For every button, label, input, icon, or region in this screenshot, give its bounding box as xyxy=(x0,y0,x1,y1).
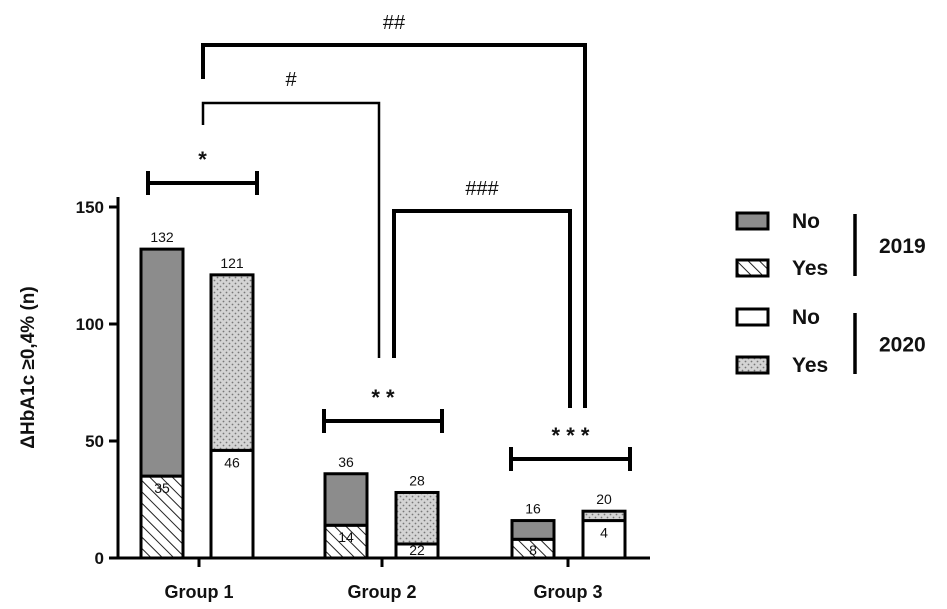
legend-swatch-2019-no xyxy=(735,211,770,231)
y-axis-label: ΔHbA1c ≥0,4% (n) xyxy=(18,286,39,448)
legend: No Yes 2019 No Yes 2020 xyxy=(735,210,926,377)
bar-yes-label: 35 xyxy=(154,480,170,496)
legend-swatch-2020-yes xyxy=(735,355,770,375)
bar-segment-2020-no xyxy=(209,448,255,560)
y-tick-label: 0 xyxy=(95,549,104,568)
legend-entry-label: Yes xyxy=(792,257,828,280)
legend-year-label: 2020 xyxy=(879,334,926,357)
legend-year-label: 2019 xyxy=(879,235,926,258)
x-category-label: Group 2 xyxy=(347,582,416,602)
between-group-label: # xyxy=(285,69,297,91)
bar-segment-2019-yes xyxy=(323,523,369,560)
bar-total-label: 16 xyxy=(525,501,541,517)
significance-label: * xyxy=(198,147,207,172)
bars: 132 35 121 46 36 14 28 22 16 8 20 4 xyxy=(139,229,627,560)
bar-segment-2020-yes xyxy=(209,273,255,452)
bar-inner-label: 22 xyxy=(409,542,425,558)
significance-label: * * * xyxy=(552,423,590,448)
significance-label: * * xyxy=(371,385,395,410)
between-group-label: ## xyxy=(383,12,406,34)
bar-segment-2019-no xyxy=(139,247,185,478)
legend-swatch-2020-no xyxy=(735,307,770,327)
axes: 0 50 100 150 Group 1 Group 2 Group 3 ΔHbA1c ≥0,… xyxy=(18,197,650,602)
between-group-bracket xyxy=(392,209,572,408)
x-category-label: Group 1 xyxy=(164,582,233,602)
bar-total-label: 28 xyxy=(409,472,425,488)
y-tick-label: 150 xyxy=(76,198,104,217)
bar-inner-label: 46 xyxy=(224,454,240,470)
bar-total-label: 132 xyxy=(150,229,174,245)
bar-yes-label: 14 xyxy=(338,529,354,545)
legend-entry-label: No xyxy=(792,210,820,233)
bar-yes-label: 8 xyxy=(529,542,537,558)
bar-segment-2020-yes xyxy=(394,490,440,546)
y-tick-label: 100 xyxy=(76,315,104,334)
between-group-bracket xyxy=(201,43,587,408)
bar-segment-2019-no xyxy=(323,472,369,527)
y-tick-label: 50 xyxy=(85,432,104,451)
legend-swatch-2019-yes xyxy=(735,258,770,278)
bar-segment-2019-no xyxy=(510,519,556,541)
significance-brackets: ** ** * *###### xyxy=(146,12,632,471)
bar-total-label: 36 xyxy=(338,454,354,470)
legend-entry-label: Yes xyxy=(792,354,828,377)
x-category-label: Group 3 xyxy=(533,582,602,602)
between-group-label: ### xyxy=(465,178,499,200)
between-group-bracket xyxy=(201,101,381,358)
bar-segment-2020-yes xyxy=(581,509,627,523)
bar-inner-label: 4 xyxy=(600,525,608,541)
legend-entry-label: No xyxy=(792,306,820,329)
bar-segment-2020-no xyxy=(581,519,627,560)
bar-total-label: 121 xyxy=(220,255,244,271)
bar-total-label: 20 xyxy=(596,491,612,507)
